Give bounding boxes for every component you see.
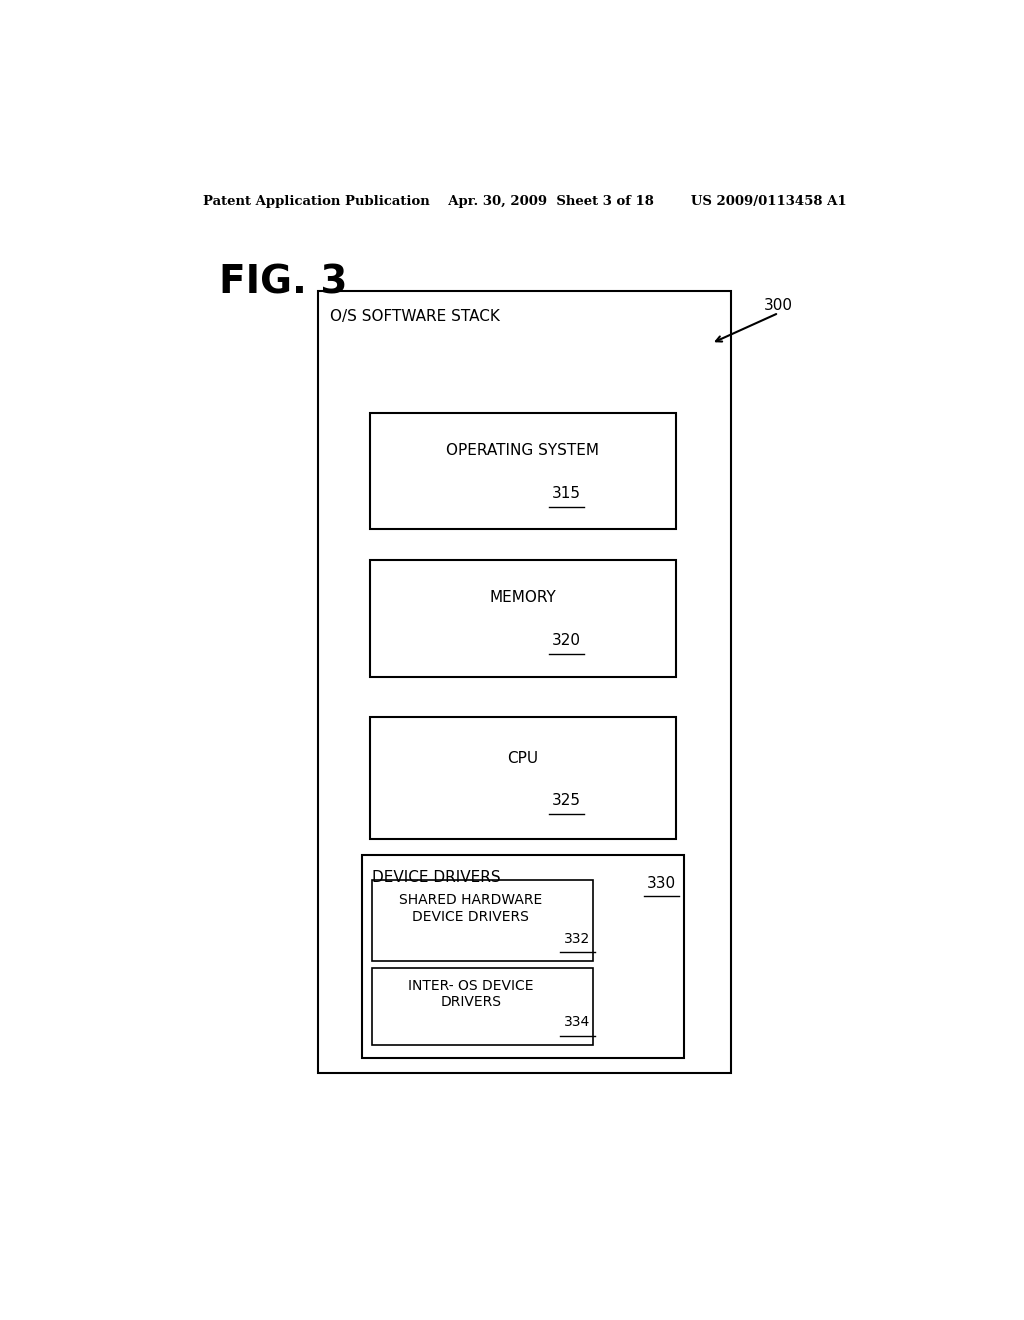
Text: MEMORY: MEMORY	[489, 590, 556, 606]
Bar	[370, 718, 676, 840]
Bar	[362, 854, 684, 1057]
Text: O/S SOFTWARE STACK: O/S SOFTWARE STACK	[331, 309, 501, 323]
Bar	[370, 560, 676, 677]
Text: 320: 320	[552, 634, 581, 648]
Text: 315: 315	[552, 486, 581, 500]
Bar	[373, 880, 593, 961]
Bar	[373, 969, 593, 1044]
Text: OPERATING SYSTEM: OPERATING SYSTEM	[446, 444, 599, 458]
Text: 334: 334	[564, 1015, 590, 1030]
Text: Patent Application Publication    Apr. 30, 2009  Sheet 3 of 18        US 2009/01: Patent Application Publication Apr. 30, …	[203, 194, 847, 207]
Text: 325: 325	[552, 793, 581, 808]
Bar	[370, 413, 676, 529]
Text: DEVICE DRIVERS: DEVICE DRIVERS	[372, 870, 501, 884]
Text: CPU: CPU	[507, 751, 539, 766]
Text: FIG. 3: FIG. 3	[219, 264, 348, 301]
Text: SHARED HARDWARE
DEVICE DRIVERS: SHARED HARDWARE DEVICE DRIVERS	[399, 894, 543, 924]
Text: 300: 300	[764, 298, 794, 313]
Bar	[318, 290, 731, 1073]
Text: INTER- OS DEVICE
DRIVERS: INTER- OS DEVICE DRIVERS	[409, 979, 534, 1010]
Text: 332: 332	[564, 932, 590, 946]
Text: 330: 330	[647, 875, 676, 891]
